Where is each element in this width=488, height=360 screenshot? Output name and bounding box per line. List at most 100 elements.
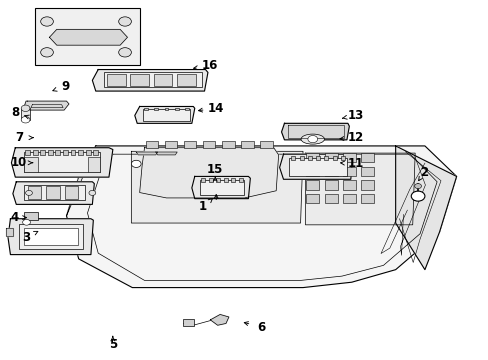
Text: 2: 2 [419,166,427,179]
Polygon shape [305,153,414,225]
Bar [85,150,90,155]
Bar [325,194,337,203]
Circle shape [22,220,30,225]
Text: 10: 10 [11,156,27,169]
Bar [360,180,373,190]
Bar [63,150,68,155]
Bar [289,158,346,176]
Polygon shape [140,148,278,198]
Bar [24,185,85,200]
Bar [299,156,303,160]
Bar [145,140,158,148]
Bar [199,180,244,195]
Circle shape [21,105,30,112]
Circle shape [21,117,30,123]
Bar [143,109,189,121]
Polygon shape [156,152,177,155]
Bar [325,167,337,176]
Bar [260,140,272,148]
Circle shape [41,17,53,26]
Bar [78,150,83,155]
Polygon shape [66,146,456,288]
Bar [360,153,373,162]
Bar [325,180,337,190]
Text: 15: 15 [206,163,223,176]
Circle shape [307,135,317,143]
Bar [93,150,98,155]
Polygon shape [8,219,93,255]
Text: 12: 12 [347,131,363,144]
Polygon shape [49,30,127,45]
Polygon shape [395,146,456,270]
Bar [40,150,45,155]
Bar [35,8,140,65]
Circle shape [119,48,131,57]
Polygon shape [135,107,194,123]
Bar [154,108,158,111]
Bar [21,108,30,120]
Bar [70,150,75,155]
Polygon shape [279,154,352,179]
Text: 3: 3 [22,231,30,244]
Bar [183,140,196,148]
Bar [291,156,295,160]
Circle shape [89,190,96,195]
Bar [164,108,168,111]
Bar [201,178,204,182]
Bar [324,156,328,160]
Polygon shape [281,123,348,140]
Bar [325,153,337,162]
Bar [24,228,78,245]
Text: 8: 8 [11,106,20,119]
Bar [306,153,319,162]
Bar [177,74,195,86]
Bar [208,178,212,182]
Bar [342,194,355,203]
Polygon shape [66,146,96,216]
Polygon shape [92,69,207,91]
Bar [46,186,60,199]
Bar [24,157,38,172]
Bar [222,140,234,148]
Polygon shape [210,315,228,325]
Text: 16: 16 [201,59,217,72]
Bar [27,186,41,199]
Bar [154,74,172,86]
Bar [216,178,220,182]
Bar [306,167,319,176]
Bar [231,178,235,182]
Polygon shape [11,148,113,177]
Ellipse shape [301,134,324,144]
Bar [104,72,201,87]
Bar [306,194,319,203]
Text: 9: 9 [61,80,69,93]
Text: 7: 7 [15,131,23,144]
Circle shape [131,160,141,167]
Circle shape [41,48,53,57]
Bar [203,140,215,148]
Polygon shape [5,228,13,235]
Text: 6: 6 [257,320,265,333]
Bar [238,178,242,182]
Bar [107,74,125,86]
Polygon shape [131,151,303,223]
Bar [130,74,149,86]
Text: 13: 13 [347,109,363,122]
Polygon shape [24,101,69,110]
Circle shape [414,184,421,189]
Polygon shape [136,152,158,155]
Text: 11: 11 [347,157,363,170]
Bar [241,140,253,148]
Bar [88,157,100,172]
Bar [164,140,177,148]
Bar [184,108,188,111]
Bar [316,156,320,160]
Bar [24,152,100,172]
Bar [332,156,336,160]
Text: 5: 5 [108,338,117,351]
Polygon shape [13,182,94,204]
Bar [340,156,344,160]
Bar [48,150,53,155]
Bar [33,150,38,155]
Text: 1: 1 [199,201,207,213]
